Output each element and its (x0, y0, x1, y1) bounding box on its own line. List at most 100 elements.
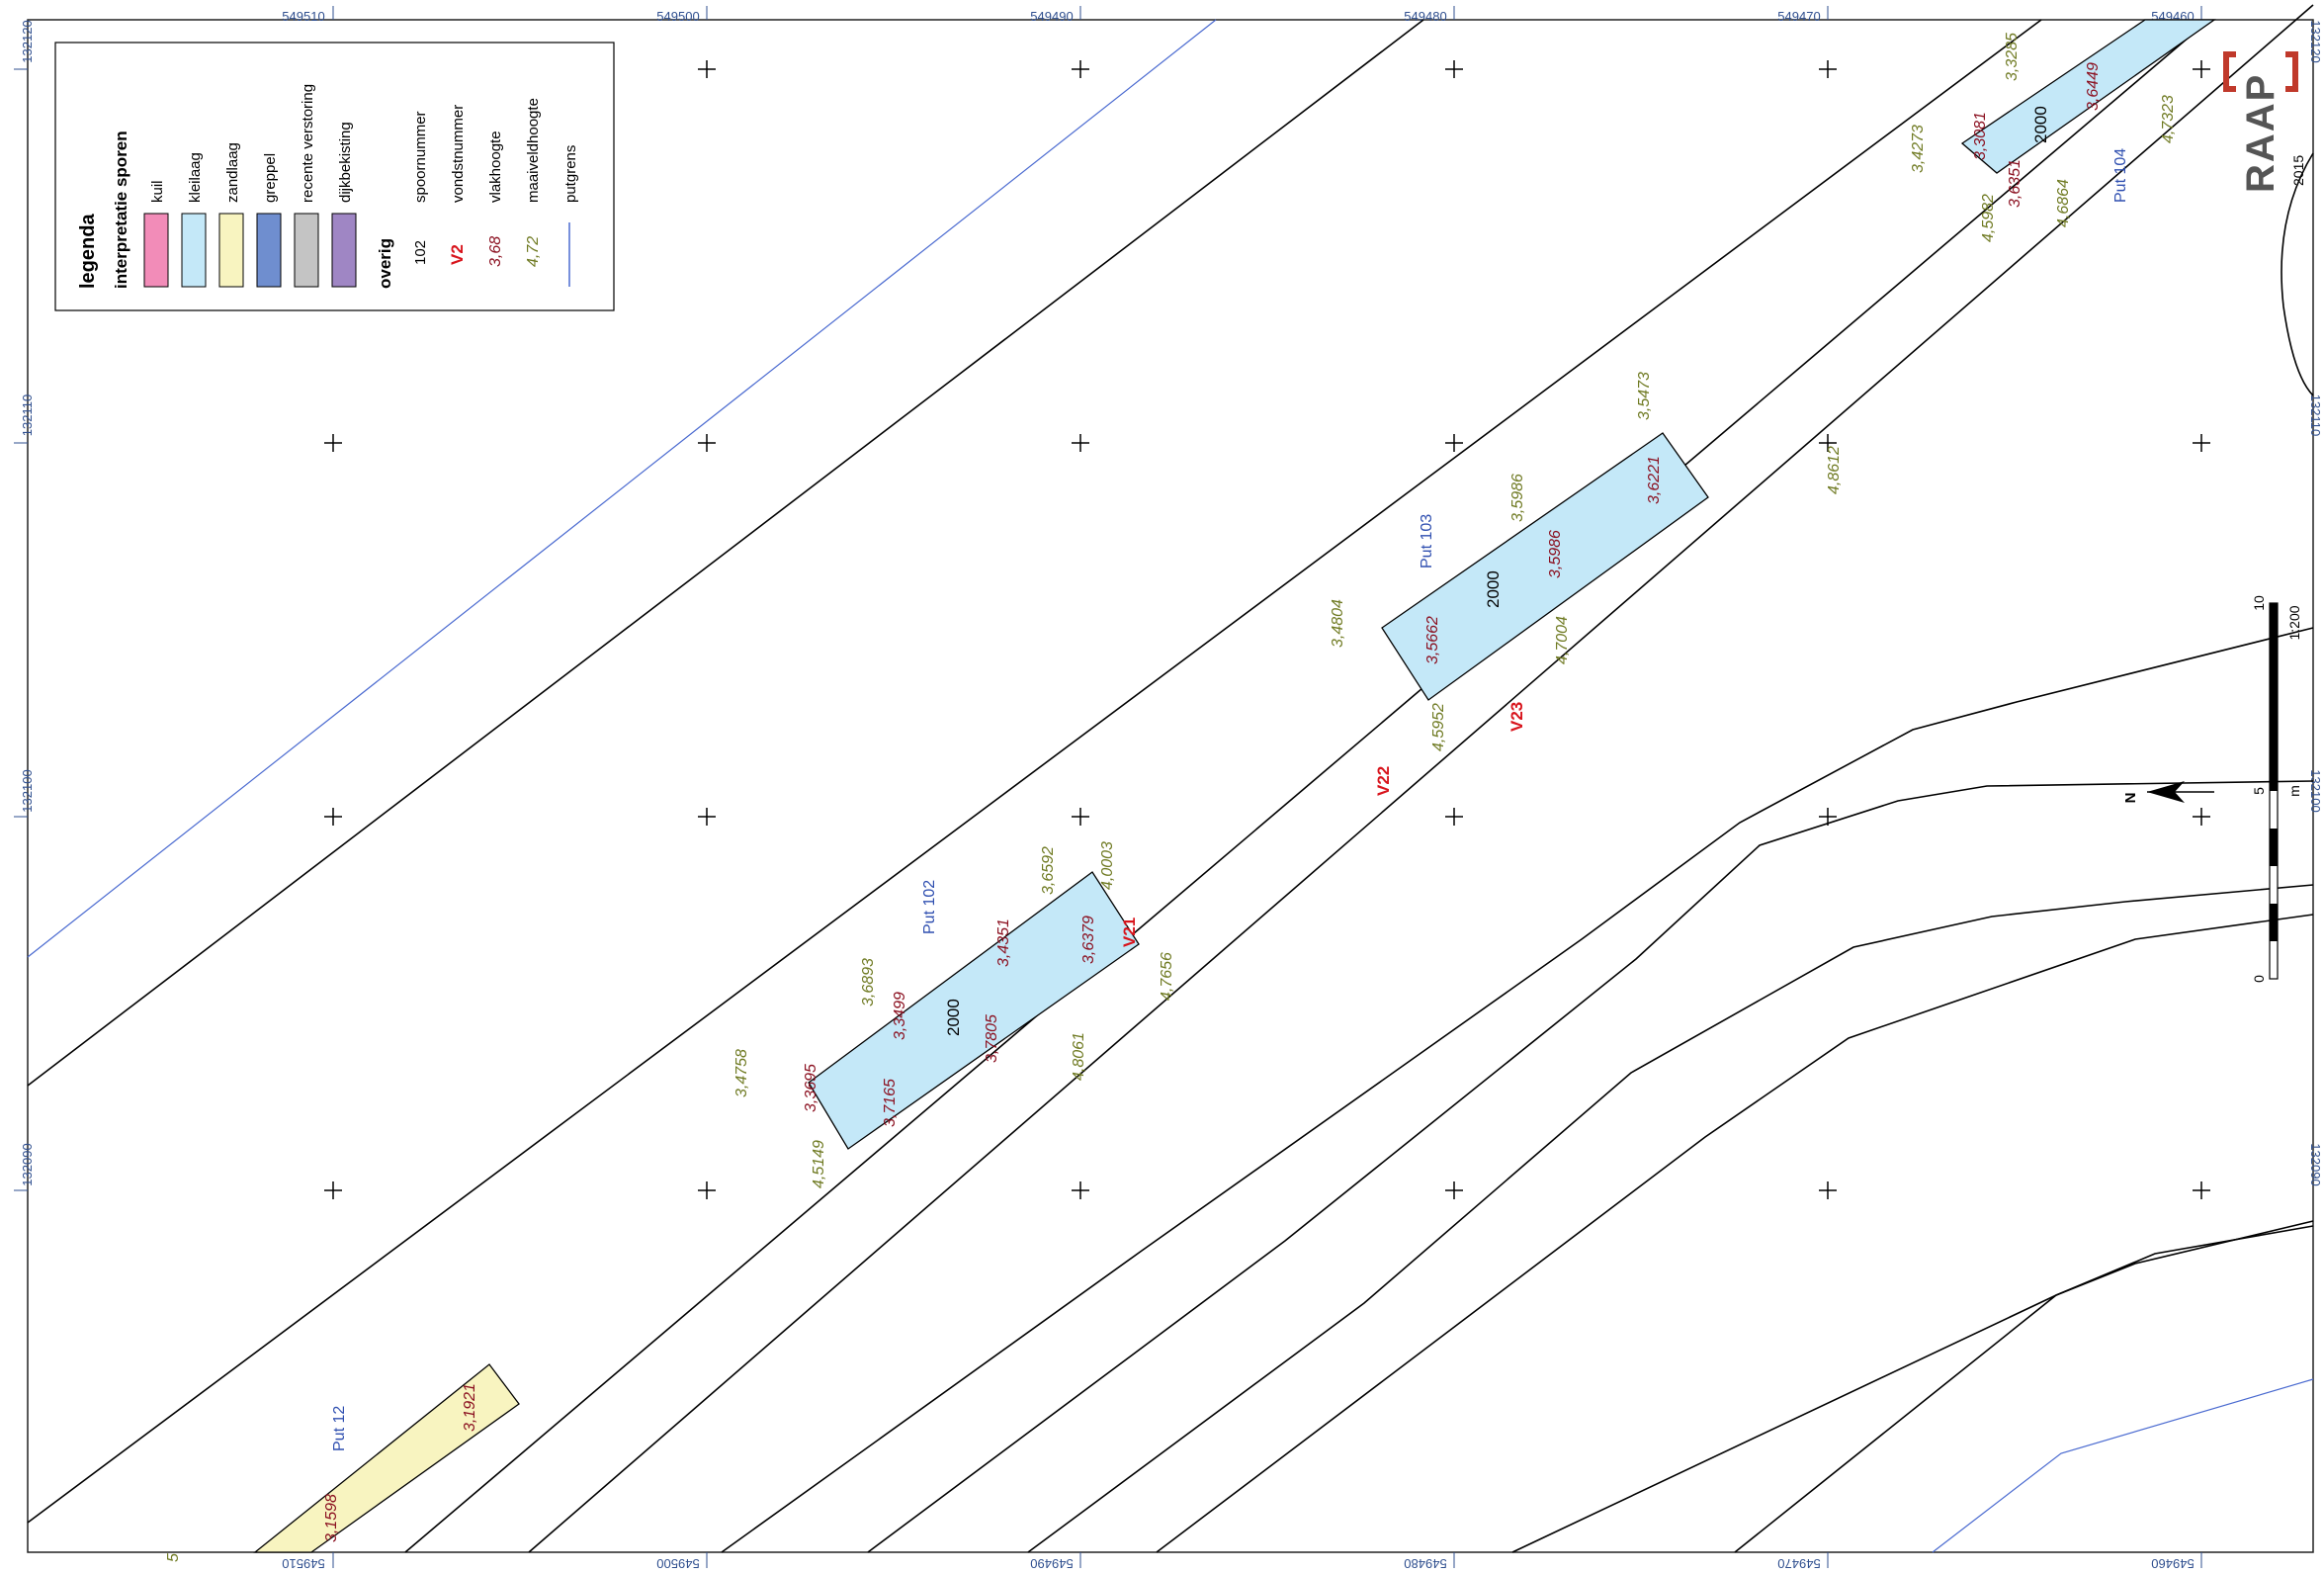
y-label-4: 132090 (20, 1143, 35, 1185)
y-label-1: 132120 (20, 20, 35, 62)
north-arrow: N (2122, 781, 2214, 803)
put-102-label: Put 102 (921, 880, 938, 934)
put-103-maai-5: 3,5473 (1636, 372, 1653, 420)
x-label-2: 549500 (656, 9, 699, 24)
legend-sample-maaiveldhoogte: 4,72 (525, 236, 542, 267)
y-label-3: 132100 (20, 769, 35, 812)
put-104-maai-1: 3,4273 (1910, 125, 1927, 173)
legend-label-greppel: greppel (262, 153, 279, 203)
put-102-maai-2: 4,5149 (811, 1140, 827, 1188)
put-103-maai-4: 4,7004 (1554, 616, 1571, 664)
x-label-4: 549480 (1404, 9, 1446, 24)
put-102-maai-5: 3,6592 (1040, 846, 1057, 895)
y-label-right-3: 132100 (2308, 769, 2323, 812)
x-label-bottom-4: 549480 (1404, 1556, 1446, 1571)
x-label-bottom-2: 549500 (656, 1556, 699, 1571)
put-104[interactable]: Put 104 2000 3,3081 3,6351 3,6449 3,4273… (1910, 19, 2217, 242)
put-102-maai-1: 3,4758 (733, 1049, 750, 1097)
put-103-vlak-3: 3,6221 (1646, 456, 1663, 504)
grid-labels-left: 132120 132110 132100 132090 (20, 20, 35, 1185)
legend-label-spoornummer: spoornummer (412, 111, 429, 203)
put-104-vlak-2: 3,6351 (2007, 159, 2023, 208)
legend-label-maaiveldhoogte: maaiveldhoogte (525, 98, 542, 203)
put-103-maai-2: 4,5952 (1430, 703, 1447, 751)
put-103-maai-1: 3,4804 (1330, 599, 1346, 648)
scale-unit: m (2286, 785, 2302, 797)
misc-maai: 5 (165, 1553, 182, 1562)
blue-boundary-lines (27, 19, 2314, 1553)
put-102-vlak-1: 3,3695 (803, 1064, 819, 1112)
grid-crosses (324, 60, 2210, 1199)
put-102-vlak-2: 3,7165 (882, 1079, 899, 1127)
find-v22: V22 (1374, 766, 1393, 796)
frame-ticks (14, 6, 2202, 1568)
legend-title: legenda (77, 214, 99, 289)
legend-sample-vlakhoogte: 3,68 (487, 236, 504, 267)
put-12-vlak-2: 3,1598 (323, 1494, 340, 1542)
swatch-recente-verstoring (294, 213, 319, 288)
put-12-vlak-1: 3,1921 (462, 1383, 478, 1432)
put-103-spoor: 2000 (1484, 570, 1503, 608)
put-12-label: Put 12 (331, 1406, 348, 1451)
scale-tick-0: 0 (2251, 975, 2267, 983)
legend-section-overig: overig (376, 238, 394, 289)
swatch-kuil (143, 213, 169, 288)
put-104-vlak-1: 3,3081 (1972, 112, 1989, 160)
find-v21: V21 (1120, 918, 1139, 947)
put-104-maai-2: 4,5982 (1980, 194, 1997, 242)
y-label-right-2: 132110 (2308, 394, 2323, 436)
legend-label-dijkbekisting: dijkbekisting (337, 122, 354, 203)
legend-sample-spoornummer: 102 (412, 240, 429, 265)
x-label-5: 549470 (1777, 9, 1820, 24)
put-102-vlak-4: 3,7805 (984, 1014, 1000, 1063)
put-103-maai-6: 4,8612 (1826, 446, 1843, 494)
put-104-maai-4: 3,3285 (2004, 33, 2021, 81)
legend-section-interpretation: interpretatie sporen (112, 131, 130, 289)
legend-label-vondstnummer: vondstnummer (450, 105, 467, 203)
raap-logo: RAAP 2015 (2223, 51, 2306, 193)
put-103-vlak-2: 3,5986 (1547, 530, 1564, 578)
put-102-maai-7: 4,7656 (1159, 952, 1175, 1001)
legend-swatches (143, 213, 357, 288)
put-104-label: Put 104 (2112, 148, 2129, 203)
swatch-dijkbekisting (331, 213, 357, 288)
put-103-label: Put 103 (1419, 514, 1435, 568)
put-102-maai-3: 3,6893 (860, 958, 877, 1006)
legend-label-zandlaag: zandlaag (224, 142, 241, 203)
cut-lines (27, 4, 2314, 1553)
x-label-bottom-5: 549470 (1777, 1556, 1820, 1571)
put-102-vlak-3: 3,3499 (892, 992, 908, 1040)
put-104-maai-3: 4,6864 (2055, 179, 2072, 227)
legend-label-kuil: kuil (149, 180, 166, 203)
y-label-2: 132110 (20, 394, 35, 436)
legend-label-recente-verstoring: recente verstoring (300, 84, 316, 203)
scale-ratio: 1:200 (2286, 605, 2302, 640)
put-103[interactable]: Put 103 2000 3,5662 3,5986 3,6221 3,4804… (1330, 372, 1843, 796)
put-102-maai-6: 4,0003 (1099, 841, 1116, 890)
x-label-1: 549510 (282, 9, 324, 24)
x-label-3: 549490 (1030, 9, 1073, 24)
scale-tick-10: 10 (2251, 595, 2267, 611)
swatch-zandlaag (218, 213, 244, 288)
y-label-right-1: 132120 (2308, 20, 2323, 62)
put-104-vlak-3: 3,6449 (2085, 62, 2102, 111)
logo-text: RAAP (2239, 73, 2282, 193)
x-label-bottom-1: 549510 (282, 1556, 324, 1571)
scale-bar: 0 5 10 m 1:200 (2251, 595, 2302, 983)
put-12[interactable]: Put 12 3,1921 3,1598 5 (165, 1363, 520, 1562)
put-104-maai-5: 4,7323 (2160, 95, 2177, 143)
put-103-maai-3: 3,5986 (1509, 474, 1526, 522)
scale-tick-5: 5 (2251, 787, 2267, 795)
x-label-bottom-3: 549490 (1030, 1556, 1073, 1571)
put-102-spoor: 2000 (944, 999, 963, 1036)
swatch-greppel (256, 213, 282, 288)
legend-label-kleilaag: kleilaag (187, 152, 204, 203)
put-102[interactable]: Put 102 2000 3,3695 3,7165 3,3499 3,7805… (733, 841, 1175, 1188)
put-104-spoor: 2000 (2031, 106, 2050, 143)
logo-year: 2015 (2290, 155, 2306, 186)
legend: legenda interpretatie sporen kuil kleila… (54, 42, 615, 311)
y-label-right-4: 132090 (2308, 1143, 2323, 1185)
legend-label-vlakhoogte: vlakhoogte (487, 131, 504, 203)
put-102-vlak-6: 3,6379 (1080, 916, 1097, 964)
